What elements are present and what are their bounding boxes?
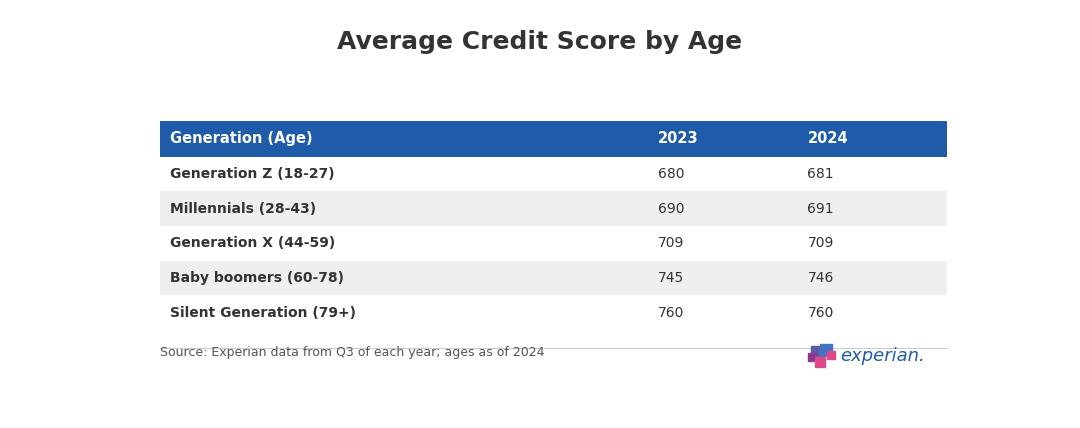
Text: 760: 760 — [808, 306, 834, 320]
Text: 760: 760 — [658, 306, 685, 320]
Text: Generation (Age): Generation (Age) — [171, 131, 313, 146]
Text: Generation X (44-59): Generation X (44-59) — [171, 236, 336, 250]
FancyBboxPatch shape — [160, 295, 947, 330]
Text: 2023: 2023 — [658, 131, 699, 146]
Text: Millennials (28-43): Millennials (28-43) — [171, 202, 316, 216]
Text: Generation Z (18-27): Generation Z (18-27) — [171, 167, 335, 181]
Text: 680: 680 — [658, 167, 685, 181]
FancyBboxPatch shape — [160, 226, 947, 261]
Text: experian.: experian. — [840, 347, 924, 365]
FancyBboxPatch shape — [160, 261, 947, 295]
Text: 691: 691 — [808, 202, 834, 216]
Text: 746: 746 — [808, 271, 834, 285]
Text: Average Credit Score by Age: Average Credit Score by Age — [337, 30, 743, 54]
Text: Silent Generation (79+): Silent Generation (79+) — [171, 306, 356, 320]
Text: 690: 690 — [658, 202, 685, 216]
Text: Baby boomers (60-78): Baby boomers (60-78) — [171, 271, 345, 285]
Text: 745: 745 — [658, 271, 685, 285]
Text: 681: 681 — [808, 167, 834, 181]
Text: 709: 709 — [808, 236, 834, 250]
FancyBboxPatch shape — [160, 121, 947, 157]
Text: Source: Experian data from Q3 of each year; ages as of 2024: Source: Experian data from Q3 of each ye… — [160, 346, 544, 360]
FancyBboxPatch shape — [160, 157, 947, 191]
FancyBboxPatch shape — [160, 191, 947, 226]
Text: 2024: 2024 — [808, 131, 848, 146]
Text: 709: 709 — [658, 236, 685, 250]
